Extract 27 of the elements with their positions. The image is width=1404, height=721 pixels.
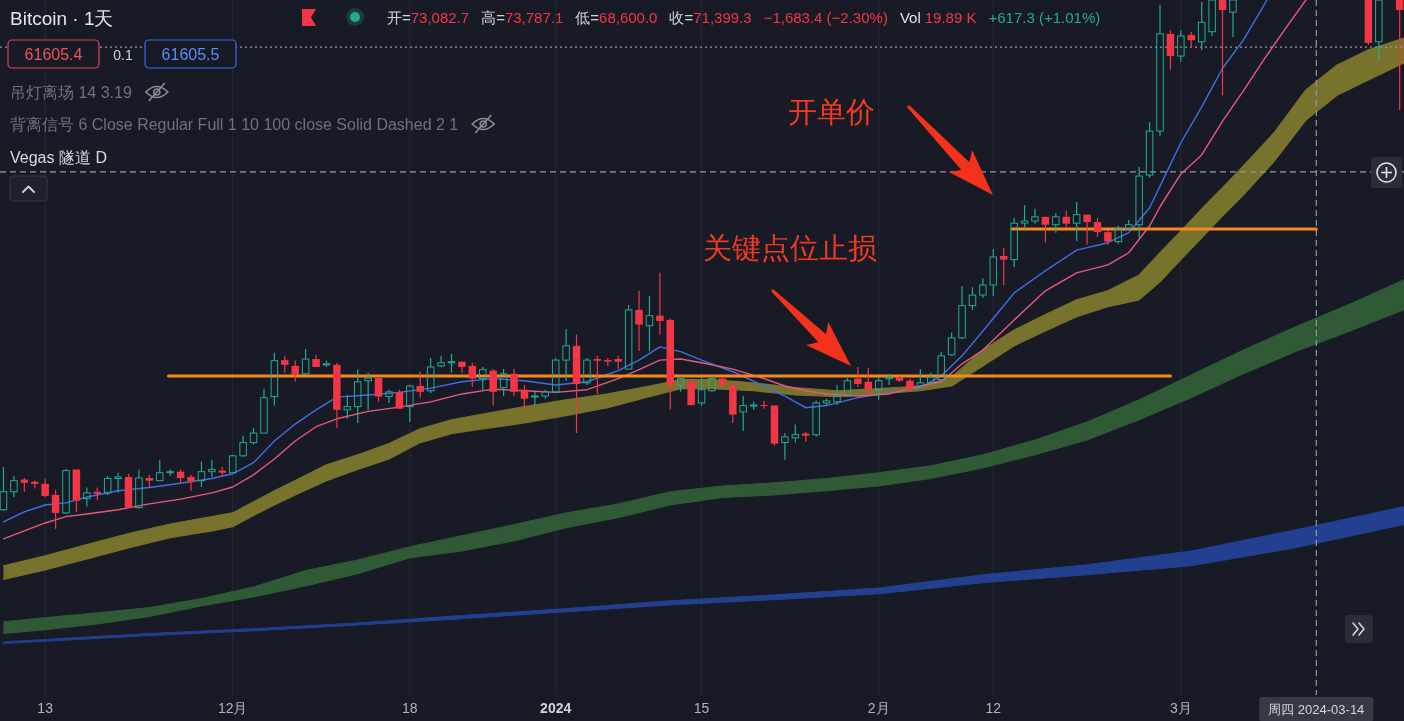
- annotation: 关键点位止损: [703, 232, 877, 264]
- x-tick-label: 15: [693, 700, 710, 716]
- annotation: 0.1: [113, 47, 133, 63]
- x-tick-label: 3月: [1169, 700, 1192, 716]
- crosshair-labels: 周四 2024-03-14: [1259, 697, 1374, 721]
- annotation: 吊灯离场 14 3.19: [10, 84, 132, 101]
- annotation: 61605.4: [24, 46, 83, 63]
- x-tick-label: 18: [402, 700, 418, 716]
- x-tick-label: 13: [37, 700, 54, 716]
- annotation: 开=73,082.7: [387, 9, 470, 26]
- annotation: +617.3 (+1.01%): [988, 9, 1101, 26]
- annotation: 61605.5: [161, 46, 220, 63]
- annotation: 收=71,399.3: [669, 9, 752, 26]
- annotation: −1,683.4 (−2.30%): [763, 9, 888, 26]
- annotation: 高=73,787.1: [481, 9, 564, 26]
- annotation: Vol: [899, 9, 921, 26]
- x-tick-label: 12月: [217, 700, 248, 716]
- x-tick-label: 2月: [867, 700, 890, 716]
- annotation: 低=68,600.0: [575, 9, 658, 26]
- annotation: Vegas 隧道 D: [10, 149, 107, 166]
- annotation: 19.89 K: [924, 9, 977, 26]
- ref-line-label: 周四 2024-03-14: [1268, 702, 1365, 717]
- annotation: 开单价: [787, 96, 875, 128]
- annotation: 背离信号 6 Close Regular Full 1 10 100 close Solid Dashed 2 1: [10, 116, 459, 133]
- x-tick-label: 2024: [540, 700, 572, 716]
- x-tick-label: 12: [985, 700, 1002, 716]
- chart-title: Bitcoin · 1天: [10, 8, 114, 29]
